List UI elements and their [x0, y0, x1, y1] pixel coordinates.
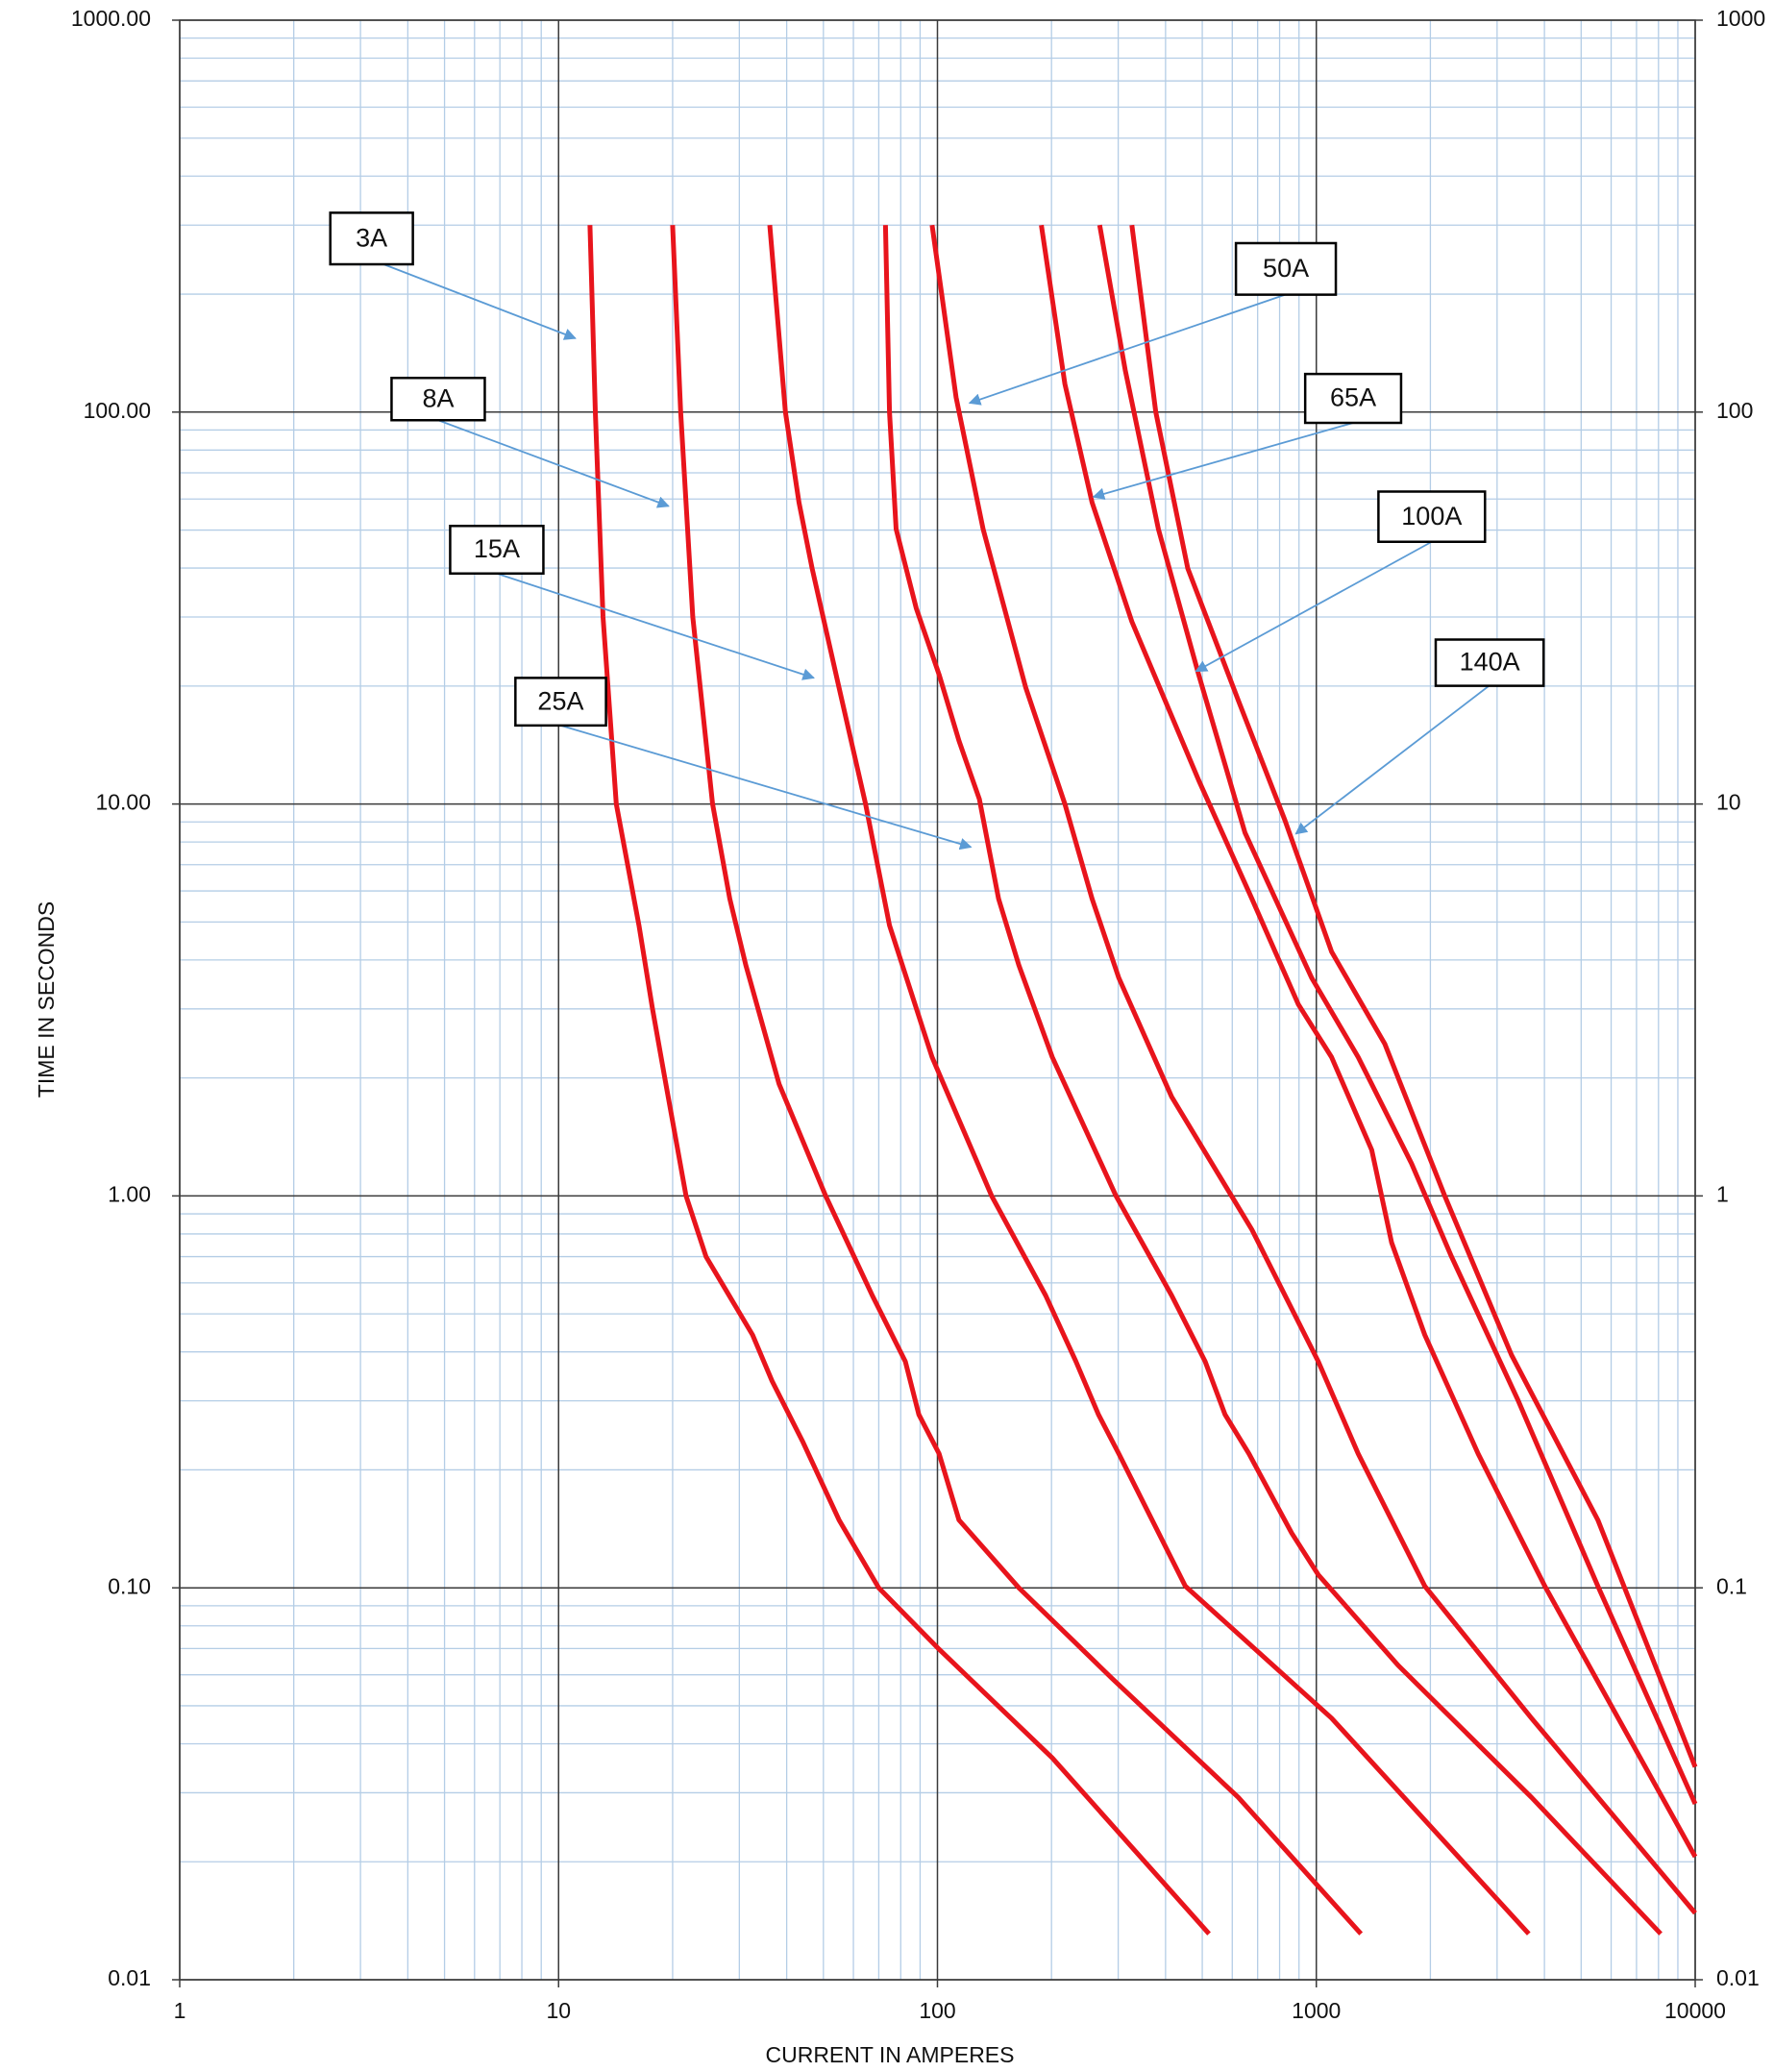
curve	[929, 224, 1697, 1915]
curve	[882, 225, 1663, 1936]
annotation-arrow	[968, 293, 1286, 406]
curve	[1096, 224, 1698, 1806]
x-tick-label: 100	[919, 1998, 955, 2023]
annotation-box	[514, 677, 607, 728]
annotation-arrow	[1195, 540, 1433, 673]
y2-tick-label: 10	[1716, 790, 1741, 815]
curve	[670, 225, 1364, 1936]
annotation-arrow	[1294, 684, 1490, 835]
annotation-box	[1377, 490, 1487, 543]
curve	[1039, 224, 1698, 1859]
curve	[767, 224, 1531, 1936]
annotation-label: 15A	[474, 534, 520, 563]
x-tick-label: 10000	[1664, 1998, 1726, 2023]
annotation-arrow	[437, 419, 670, 508]
annotation-box	[1234, 241, 1338, 296]
y-tick-label: 0.01	[108, 1965, 151, 1990]
y-tick-label: 1000.00	[71, 6, 151, 31]
plot-frame	[179, 19, 1696, 1981]
annotation-label: 100A	[1401, 502, 1462, 530]
y2-tick-label: 1	[1716, 1181, 1729, 1206]
annotation-label: 140A	[1460, 648, 1520, 677]
annotation-label: 8A	[422, 383, 454, 412]
annotation-label: 50A	[1263, 254, 1309, 283]
x-tick-label: 10	[546, 1998, 571, 2023]
annotation-box	[390, 377, 486, 422]
y2-tick-label: 0.01	[1716, 1965, 1760, 1990]
annotation-arrow	[560, 725, 973, 851]
curve	[587, 225, 1211, 1936]
y-tick-label: 10.00	[95, 790, 151, 815]
curve	[1129, 224, 1698, 1768]
y2-tick-label: 1000	[1716, 6, 1765, 31]
annotation-box	[329, 211, 414, 266]
annotation-arrow	[382, 263, 577, 340]
y2-tick-label: 100	[1716, 398, 1753, 423]
annotation-box	[1434, 638, 1545, 687]
y2-tick-label: 0.1	[1716, 1573, 1747, 1598]
annotation-box	[449, 525, 545, 575]
annotation-arrow	[496, 572, 815, 680]
x-tick-label: 1	[174, 1998, 186, 2023]
annotation-label: 65A	[1330, 383, 1376, 412]
annotation-label: 3A	[356, 223, 387, 252]
annotation-box	[1303, 372, 1403, 425]
y-axis-label: TIME IN SECONDS	[34, 901, 59, 1098]
y-tick-label: 0.10	[108, 1573, 151, 1598]
annotation-label: 25A	[537, 686, 583, 715]
y-tick-label: 1.00	[108, 1181, 151, 1206]
x-axis-label: CURRENT IN AMPERES	[765, 2042, 1014, 2067]
y-tick-label: 100.00	[84, 398, 151, 423]
annotation-arrow	[1092, 422, 1354, 500]
x-tick-label: 1000	[1292, 1998, 1341, 2023]
